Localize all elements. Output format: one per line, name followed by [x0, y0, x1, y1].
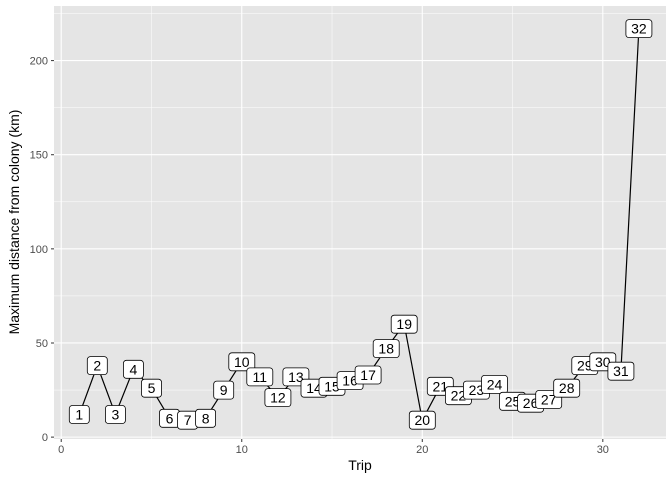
point-label-box: [390, 314, 418, 334]
point-label-text: 2: [93, 358, 101, 374]
point-label-box: [213, 380, 235, 400]
y-tick-label: 0: [42, 432, 48, 444]
y-tick-label: 150: [30, 150, 48, 162]
point-label: 32: [625, 19, 653, 39]
y-tick-labels: 0 50 100 150 200: [30, 56, 48, 445]
point-label-text: 23: [469, 382, 485, 398]
point-label: 2: [86, 356, 108, 376]
point-label-box: [105, 405, 126, 424]
point-label-box: [354, 365, 382, 385]
point-label-text: 6: [166, 410, 174, 426]
point-label: 6: [159, 408, 180, 428]
point-label-box: [246, 367, 274, 387]
point-label-text: 28: [559, 380, 575, 396]
point-label: 19: [390, 314, 418, 334]
point-label-box: [141, 378, 162, 398]
point-label-text: 32: [631, 21, 647, 37]
point-label-text: 18: [378, 341, 394, 357]
point-label-text: 25: [505, 393, 521, 409]
point-label: 11: [246, 367, 274, 387]
point-label: 10: [228, 352, 256, 372]
point-label-text: 10: [234, 354, 250, 370]
point-label-text: 31: [613, 363, 629, 379]
point-label-text: 7: [184, 412, 192, 428]
point-label-text: 17: [360, 367, 376, 383]
point-label-text: 21: [433, 378, 449, 394]
point-label: 24: [481, 374, 508, 394]
point-label: 7: [177, 410, 199, 430]
x-tick-label: 20: [416, 444, 428, 456]
y-tick-label: 50: [36, 338, 48, 350]
point-label-box: [264, 388, 292, 408]
point-label: 17: [354, 365, 382, 385]
point-label: 5: [141, 378, 162, 398]
point-label: 28: [553, 378, 581, 398]
point-label: 20: [408, 410, 436, 430]
point-label: 9: [213, 380, 235, 400]
x-tick-label: 10: [236, 444, 248, 456]
point-label-text: 20: [415, 412, 431, 428]
point-label-text: 27: [541, 392, 557, 408]
x-tick-labels: 0 10 20 30: [58, 444, 609, 456]
y-tick-label: 100: [30, 244, 48, 256]
point-label-box: [481, 374, 508, 394]
point-label-text: 26: [523, 395, 539, 411]
x-tick-label: 0: [58, 444, 64, 456]
point-label-text: 29: [577, 358, 593, 374]
point-label-box: [408, 410, 436, 430]
point-label-text: 9: [220, 382, 228, 398]
point-label: 31: [607, 361, 635, 381]
point-label: 8: [195, 408, 217, 428]
y-tick-label: 200: [30, 56, 48, 68]
point-label-text: 5: [148, 380, 156, 396]
point-label: 1: [68, 405, 90, 424]
point-label-box: [86, 356, 108, 376]
point-label-box: [123, 359, 144, 379]
y-axis-title: Maximum distance from colony (km): [6, 110, 22, 335]
point-label: 12: [264, 388, 292, 408]
point-label-text: 8: [202, 410, 210, 426]
point-label-text: 1: [75, 407, 83, 423]
point-label: 4: [123, 359, 144, 379]
point-label-box: [195, 408, 217, 428]
point-label-text: 22: [451, 388, 467, 404]
point-label-text: 24: [487, 376, 503, 392]
point-label-box: [228, 352, 256, 372]
axis-ticks: [51, 60, 604, 442]
point-label-box: [553, 378, 581, 398]
x-tick-label: 30: [597, 444, 609, 456]
point-label-text: 15: [324, 378, 340, 394]
point-label-text: 3: [112, 407, 120, 423]
point-label: 18: [372, 339, 400, 359]
point-label-box: [625, 19, 653, 39]
point-label-text: 4: [130, 361, 138, 377]
point-label-text: 14: [306, 380, 322, 396]
point-label-text: 16: [342, 373, 358, 389]
x-axis-title: Trip: [348, 457, 372, 473]
point-label-text: 11: [253, 369, 268, 385]
point-label-text: 12: [270, 390, 286, 406]
point-label-box: [68, 405, 90, 424]
point-label: 3: [105, 405, 126, 424]
point-label-text: 30: [595, 354, 611, 370]
point-label-text: 13: [288, 369, 304, 385]
point-label-box: [607, 361, 635, 381]
point-label-text: 19: [396, 316, 412, 332]
point-label-box: [372, 339, 400, 359]
